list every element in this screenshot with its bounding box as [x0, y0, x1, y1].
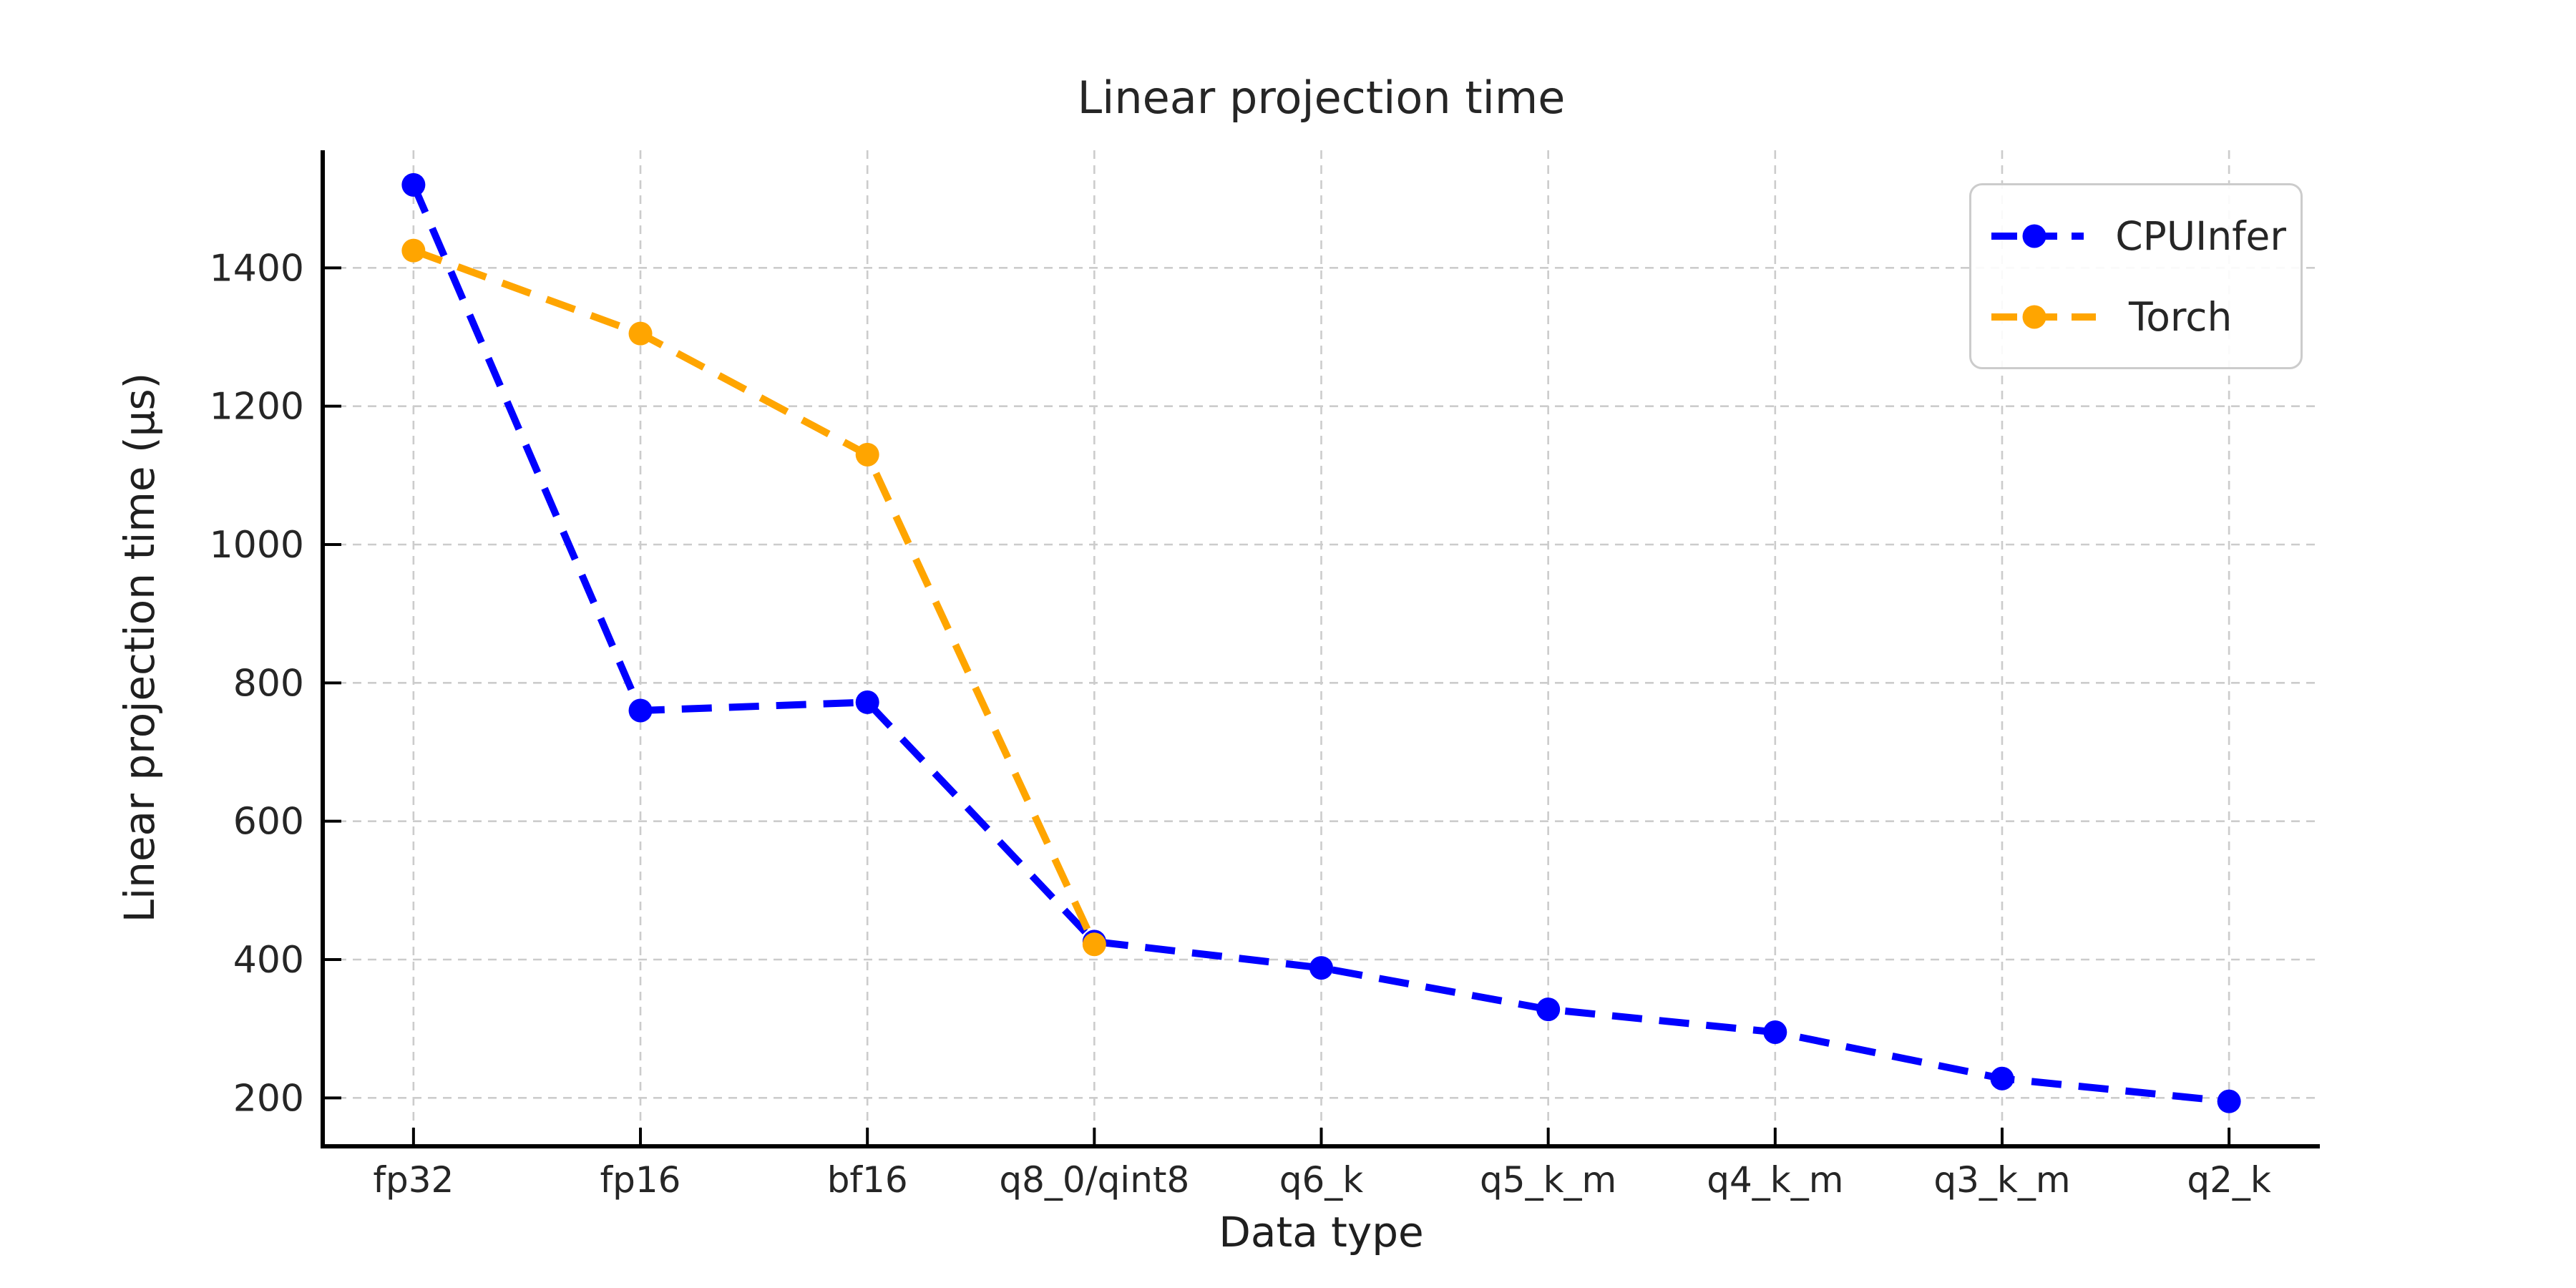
y-tick-label: 800 [233, 662, 304, 705]
data-point-cpuinfer [1536, 997, 1561, 1022]
x-tick-label: q4_k_m [1707, 1159, 1843, 1201]
data-point-torch [401, 238, 426, 263]
x-tick-label: q3_k_m [1933, 1159, 2070, 1201]
x-tick-label: q2_k [2187, 1159, 2271, 1201]
y-tick-label: 600 [233, 801, 304, 844]
y-tick-label: 200 [233, 1077, 304, 1120]
data-point-cpuinfer [1763, 1020, 1787, 1044]
y-tick-label: 400 [233, 939, 304, 982]
x-axis-label: Data type [1219, 1208, 1424, 1257]
data-point-cpuinfer [628, 698, 653, 723]
chart-title: Linear projection time [1077, 72, 1566, 124]
legend-item-torch: Torch [1990, 294, 2286, 340]
legend-line-sample [1991, 305, 2096, 328]
legend: CPUInfer Torch [1969, 183, 2303, 369]
x-tick-label: q5_k_m [1480, 1159, 1616, 1201]
legend-label: Torch [2129, 293, 2233, 340]
data-point-cpuinfer [1990, 1066, 2014, 1091]
legend-line-sample [1991, 224, 2084, 248]
data-point-torch [628, 321, 653, 346]
data-point-cpuinfer [401, 172, 426, 197]
y-tick-label: 1000 [210, 524, 304, 567]
x-tick-label: q6_k [1279, 1159, 1364, 1201]
x-tick-label: bf16 [827, 1159, 908, 1201]
x-tick-label: fp32 [373, 1159, 454, 1201]
data-point-torch [855, 442, 879, 467]
data-point-cpuinfer [1309, 956, 1333, 980]
x-tick-label: fp16 [600, 1159, 681, 1201]
legend-label: CPUInfer [2115, 213, 2286, 259]
y-tick-label: 1200 [210, 386, 304, 429]
legend-marker [2022, 224, 2046, 248]
legend-item-cpuinfer: CPUInfer [1990, 213, 2286, 259]
legend-marker [2022, 305, 2046, 328]
data-point-torch [1082, 932, 1106, 957]
data-point-cpuinfer [2217, 1089, 2241, 1113]
data-point-cpuinfer [855, 690, 879, 714]
y-tick-label: 1400 [210, 247, 304, 290]
x-tick-label: q8_0/qint8 [999, 1159, 1189, 1201]
series-line-torch [412, 247, 1098, 946]
